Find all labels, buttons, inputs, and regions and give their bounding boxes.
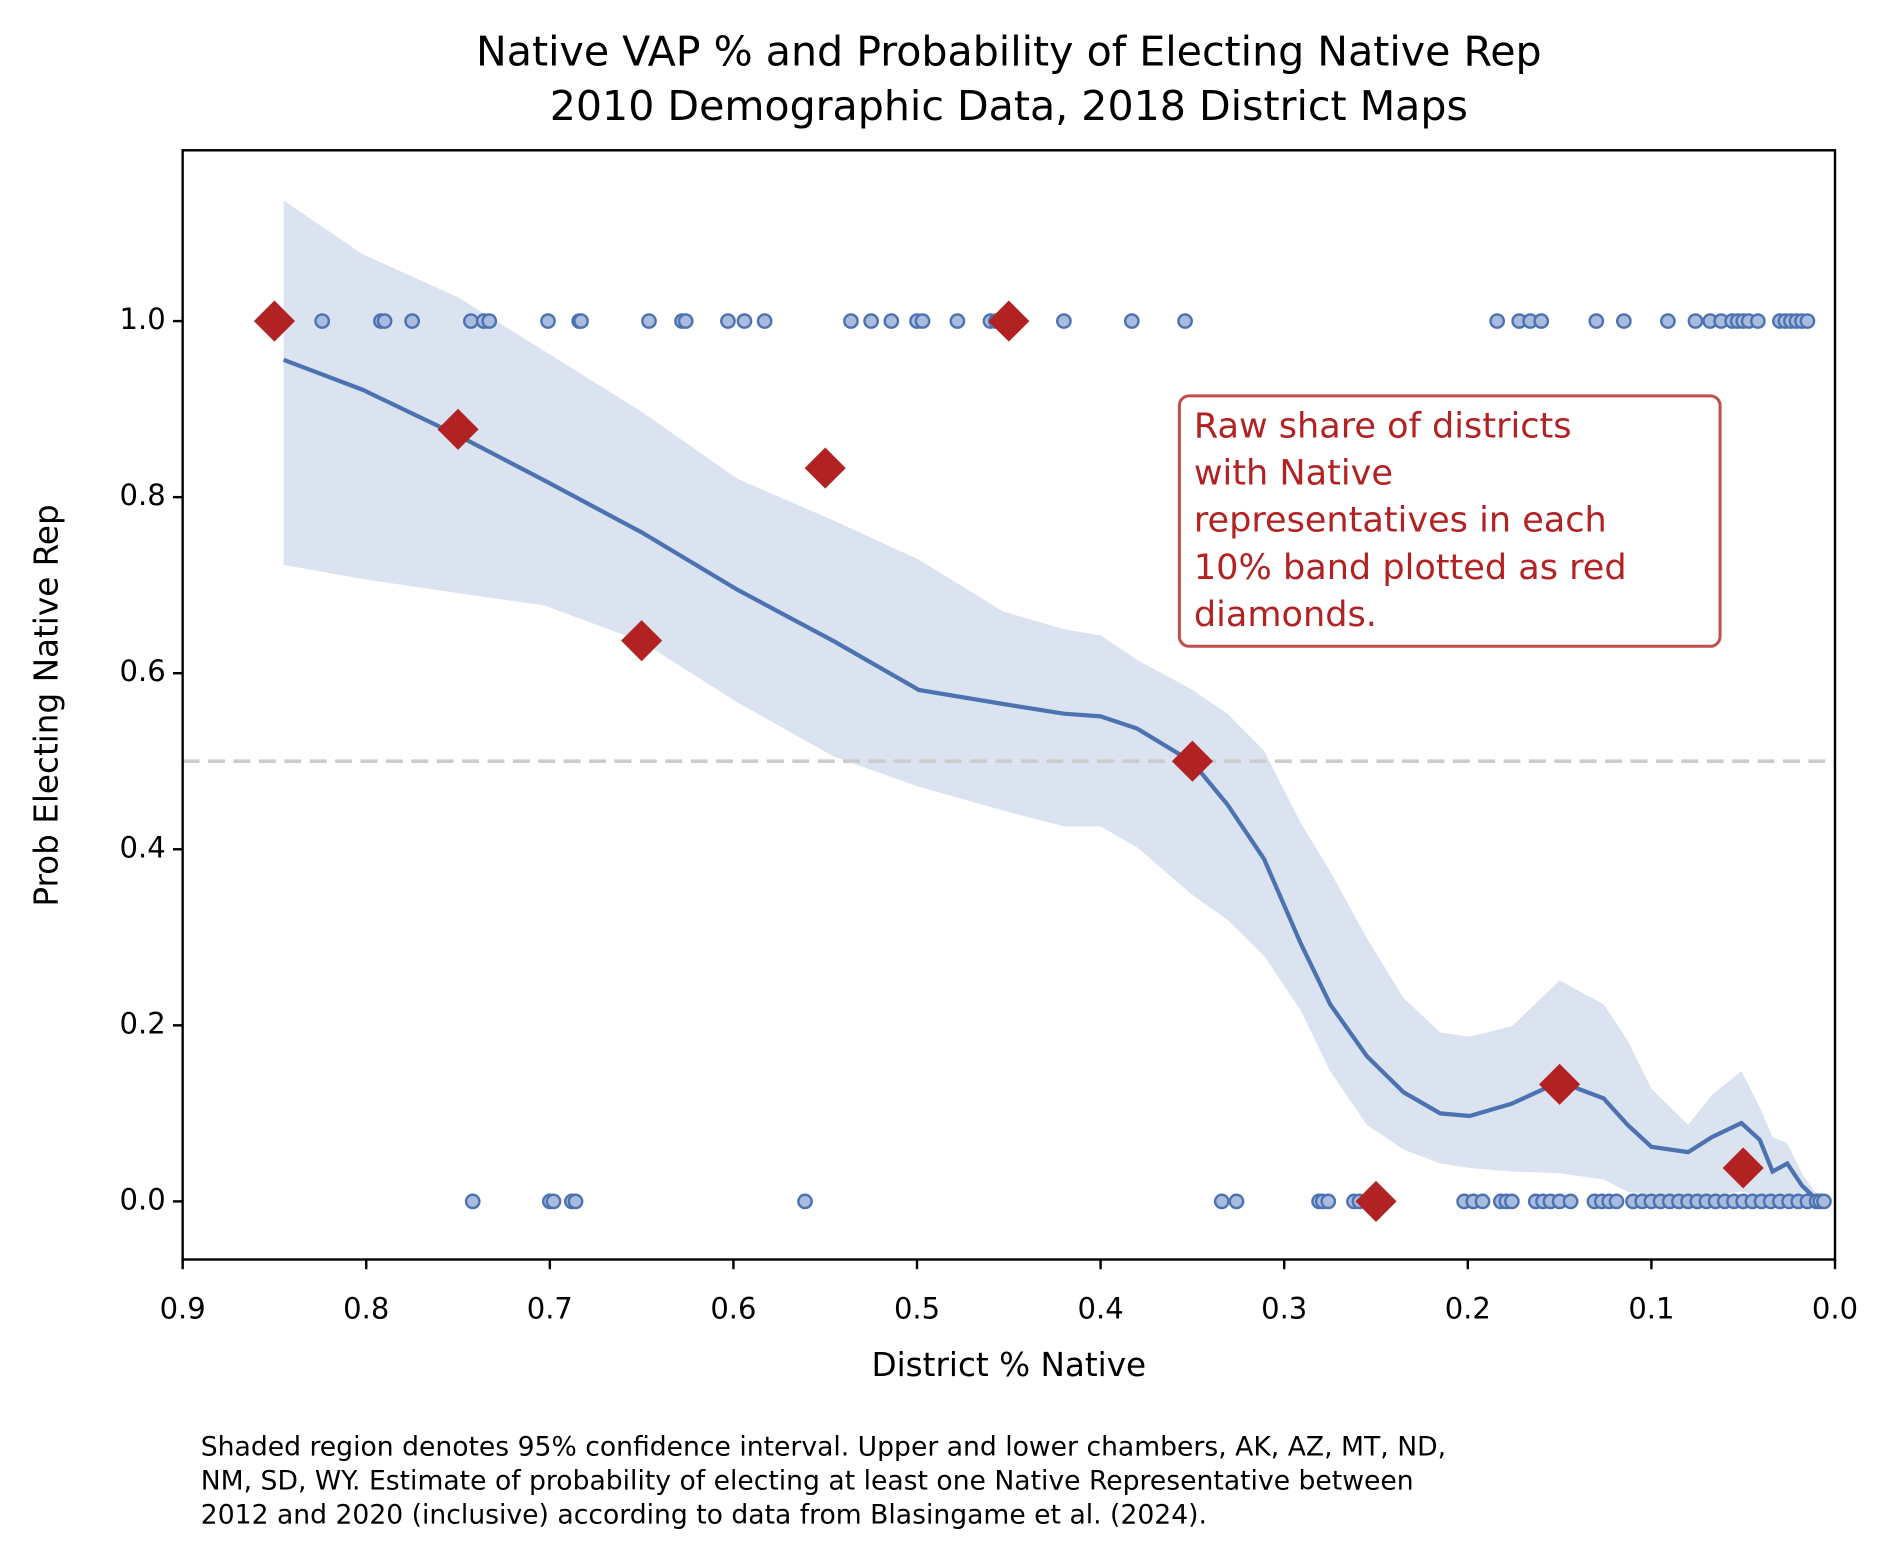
y-tick-label: 0.8 bbox=[120, 478, 166, 512]
district-point bbox=[1562, 1193, 1579, 1210]
annotation-text: Raw share of districts bbox=[1194, 405, 1572, 446]
chart-title: Native VAP % and Probability of Electing… bbox=[476, 28, 1542, 76]
district-point bbox=[1320, 1193, 1337, 1210]
district-point bbox=[949, 313, 966, 329]
district-point bbox=[1177, 313, 1193, 329]
x-tick-label: 0.6 bbox=[710, 1291, 756, 1325]
plot-frame bbox=[181, 149, 1837, 1261]
raw-share-diamond bbox=[621, 620, 663, 662]
district-point bbox=[736, 313, 753, 329]
y-tick-label: 1.0 bbox=[120, 302, 166, 336]
district-point bbox=[1228, 1193, 1245, 1210]
y-tick-label: 0.6 bbox=[120, 654, 166, 688]
annotation-text: representatives in each bbox=[1194, 500, 1607, 541]
district-point bbox=[1588, 313, 1605, 329]
confidence-band bbox=[283, 200, 1823, 1202]
annotation-box bbox=[1177, 394, 1722, 648]
x-tick-label: 0.3 bbox=[1261, 1291, 1307, 1325]
annotation-text: with Native bbox=[1194, 452, 1393, 493]
chart-subtitle: 2010 Demographic Data, 2018 District Map… bbox=[550, 82, 1468, 130]
footnote: Shaded region denotes 95% confidence int… bbox=[201, 1432, 1446, 1463]
district-point bbox=[1504, 1193, 1520, 1210]
district-point bbox=[545, 1193, 562, 1210]
x-tick-label: 0.5 bbox=[894, 1291, 940, 1325]
district-point bbox=[463, 313, 479, 329]
district-point bbox=[1533, 313, 1550, 329]
district-point bbox=[1608, 1193, 1625, 1210]
district-point bbox=[1474, 1193, 1491, 1210]
raw-share-diamond bbox=[437, 408, 479, 450]
district-point bbox=[1056, 313, 1072, 329]
district-point bbox=[914, 313, 931, 329]
x-axis-label: District % Native bbox=[871, 1346, 1146, 1384]
y-axis-label: Prob Electing Native Rep bbox=[27, 504, 65, 906]
raw-share-diamond bbox=[804, 447, 846, 489]
footnote: NM, SD, WY. Estimate of probability of e… bbox=[201, 1466, 1414, 1497]
raw-share-diamond bbox=[988, 300, 1030, 342]
district-point bbox=[797, 1193, 813, 1210]
x-tick-label: 0.9 bbox=[160, 1291, 206, 1325]
district-point bbox=[1799, 313, 1816, 329]
x-tick-label: 0.1 bbox=[1628, 1291, 1674, 1325]
raw-share-diamond bbox=[1355, 1180, 1397, 1222]
district-point bbox=[720, 313, 736, 329]
raw-share-diamond bbox=[1539, 1063, 1581, 1105]
x-tick-label: 0.0 bbox=[1812, 1291, 1858, 1325]
district-point bbox=[843, 313, 859, 329]
district-point bbox=[1123, 313, 1140, 329]
district-point bbox=[883, 313, 900, 329]
district-point bbox=[1660, 313, 1676, 329]
y-tick-label: 0.0 bbox=[120, 1182, 166, 1216]
district-point bbox=[540, 313, 556, 329]
district-point bbox=[573, 313, 589, 329]
y-tick-label: 0.2 bbox=[120, 1006, 166, 1040]
district-point bbox=[404, 313, 421, 329]
district-point bbox=[1615, 313, 1632, 329]
district-point bbox=[641, 313, 657, 329]
raw-share-diamond bbox=[253, 300, 296, 342]
district-point bbox=[567, 1193, 584, 1210]
annotation-text: diamonds. bbox=[1194, 594, 1377, 635]
x-tick-label: 0.8 bbox=[343, 1291, 389, 1325]
district-point bbox=[376, 313, 393, 329]
district-point bbox=[677, 313, 694, 329]
district-point bbox=[1489, 313, 1506, 329]
x-tick-label: 0.2 bbox=[1445, 1291, 1491, 1325]
y-tick-label: 0.4 bbox=[120, 830, 166, 864]
footnote: 2012 and 2020 (inclusive) according to d… bbox=[201, 1499, 1207, 1530]
district-point bbox=[1213, 1193, 1230, 1210]
district-point bbox=[1750, 313, 1766, 329]
district-point bbox=[863, 313, 879, 329]
x-tick-label: 0.4 bbox=[1078, 1291, 1124, 1325]
annotation-text: 10% band plotted as red bbox=[1194, 547, 1627, 588]
raw-share-diamond bbox=[1722, 1147, 1764, 1189]
district-point bbox=[481, 313, 498, 329]
fit-line bbox=[282, 357, 1824, 1204]
district-point bbox=[314, 313, 331, 329]
district-point bbox=[756, 313, 773, 329]
district-point bbox=[1816, 1193, 1832, 1210]
district-point bbox=[1687, 313, 1704, 329]
raw-share-diamond bbox=[1171, 740, 1213, 782]
district-point bbox=[464, 1193, 481, 1210]
x-tick-label: 0.7 bbox=[527, 1291, 573, 1325]
